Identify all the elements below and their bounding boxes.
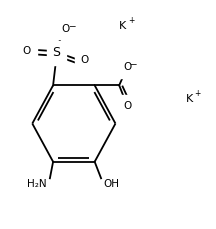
Text: O: O [123,101,131,111]
Text: O: O [123,62,131,72]
Text: +: + [128,16,134,25]
Text: OH: OH [103,179,119,189]
Text: S: S [52,46,60,59]
Text: O: O [81,55,89,65]
Text: H₂N: H₂N [27,179,47,189]
Text: +: + [194,89,200,98]
Text: −: − [68,21,75,30]
Text: −: − [129,59,137,68]
Text: K: K [185,94,193,104]
Text: K: K [119,21,127,31]
Text: O: O [62,24,70,34]
Text: O: O [23,46,31,56]
